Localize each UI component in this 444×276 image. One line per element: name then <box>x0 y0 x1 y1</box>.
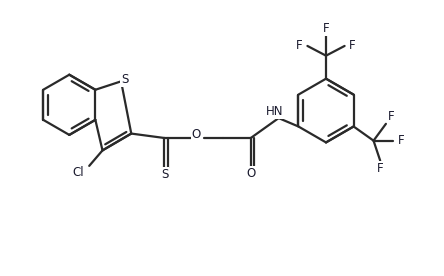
Text: F: F <box>377 161 384 175</box>
Text: HN: HN <box>266 105 284 118</box>
Text: O: O <box>246 167 255 180</box>
Text: F: F <box>388 110 395 123</box>
Text: F: F <box>349 39 356 52</box>
Text: O: O <box>192 128 201 141</box>
Text: F: F <box>398 134 405 147</box>
Text: S: S <box>121 73 128 86</box>
Text: S: S <box>161 168 168 181</box>
Text: F: F <box>296 39 303 52</box>
Text: F: F <box>323 22 329 35</box>
Text: Cl: Cl <box>72 166 83 179</box>
